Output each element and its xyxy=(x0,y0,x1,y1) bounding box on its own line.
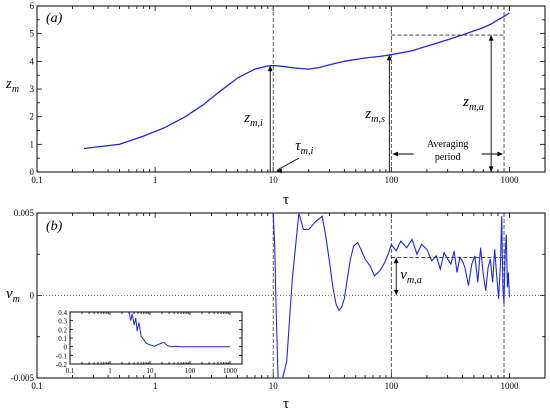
arrow-head xyxy=(267,65,273,72)
panel-b-guides xyxy=(37,213,545,378)
y-axis-label-vm: vm xyxy=(6,286,20,305)
inset-ticks: 0.1 1 10 100 1000-0.2-0.100.10.20.30.4 xyxy=(56,309,243,375)
arrow-head xyxy=(497,151,504,157)
arrow-head xyxy=(393,289,399,296)
series-line-zm xyxy=(83,12,510,150)
x-tick-label: 1000 xyxy=(500,175,519,185)
y-axis-label-zm: zm xyxy=(5,76,19,95)
x-tick-label: 1000 xyxy=(500,381,519,391)
y-tick-label: -0.1 xyxy=(56,352,68,360)
inset-chart: 0.1 1 10 100 1000-0.2-0.100.10.20.30.4 xyxy=(56,309,243,375)
inset-series-line xyxy=(128,311,230,348)
tau-mi-arrow xyxy=(277,157,300,171)
y-tick-label: 0 xyxy=(30,167,35,177)
arrow-head xyxy=(276,168,282,174)
arrow-head xyxy=(386,54,392,61)
arrow-head xyxy=(488,166,494,172)
arrow-head xyxy=(488,35,494,41)
y-tick-label: -0.2 xyxy=(56,361,68,369)
annotation-z-ms: zm,s xyxy=(364,106,385,125)
panel-a-ticks: 0.1 1 10 100 1000 0 1 2 3 4 5 6 xyxy=(30,1,546,185)
y-tick-label: -0.005 xyxy=(11,373,35,383)
y-tick-label: 5 xyxy=(30,29,35,39)
x-axis-label-tau-a: τ xyxy=(283,192,289,208)
y-tick-label: 0 xyxy=(64,344,68,352)
y-tick-label: 2 xyxy=(30,112,35,122)
x-tick-label: 100 xyxy=(185,367,196,375)
x-tick-label: 10 xyxy=(269,175,279,185)
arrow-head xyxy=(393,257,399,264)
x-tick-label: 1 xyxy=(153,381,158,391)
y-tick-label: 6 xyxy=(30,1,35,11)
x-tick-label: 1 xyxy=(108,367,112,375)
y-tick-label: 0 xyxy=(30,291,35,301)
averaging-period-label-2: period xyxy=(435,152,461,163)
x-tick-label: 100 xyxy=(385,175,399,185)
y-tick-label: 4 xyxy=(30,56,35,66)
x-tick-label: 100 xyxy=(385,381,399,391)
averaging-period-label-1: Averaging xyxy=(427,139,468,150)
x-tick-label: 10 xyxy=(146,367,154,375)
x-tick-label: 0.1 xyxy=(31,175,42,185)
x-axis-label-tau-b: τ xyxy=(283,396,289,412)
annotation-tau-mi: τm,i xyxy=(295,138,313,157)
inset-frame xyxy=(69,311,243,365)
x-tick-label: 0.1 xyxy=(31,381,42,391)
panel-b-annotations: vm,a xyxy=(393,257,422,296)
y-tick-label: 3 xyxy=(30,84,35,94)
annotation-v-ma: vm,a xyxy=(400,267,422,286)
x-tick-label: 0.1 xyxy=(66,367,75,375)
panel-b-label: (b) xyxy=(46,219,63,234)
x-tick-label: 1 xyxy=(153,175,158,185)
averaging-label-bg xyxy=(413,136,482,162)
panel-a-annotations: zm,i τm,i zm,s zm,a Averaging period xyxy=(243,35,504,174)
annotation-z-mi: zm,i xyxy=(243,110,263,129)
y-tick-label: 0.2 xyxy=(58,326,67,334)
y-tick-label: 1 xyxy=(30,139,35,149)
panel-a-label: (a) xyxy=(46,11,63,26)
y-tick-label: 0.3 xyxy=(58,318,67,326)
y-tick-label: 0.4 xyxy=(58,309,67,317)
panel-a: 0.1 1 10 100 1000 0 1 2 3 4 5 6 zm,i τm,i zm,s zm,a Ave… xyxy=(5,1,546,208)
panel-a-guides xyxy=(272,6,505,172)
y-tick-label: 0.005 xyxy=(14,208,35,218)
x-tick-label: 1000 xyxy=(223,367,238,375)
y-tick-label: 0.1 xyxy=(58,335,67,343)
series-line-vm xyxy=(272,213,510,378)
arrow-head xyxy=(392,151,398,157)
annotation-z-ma: zm,a xyxy=(462,94,484,113)
x-tick-label: 10 xyxy=(269,381,279,391)
